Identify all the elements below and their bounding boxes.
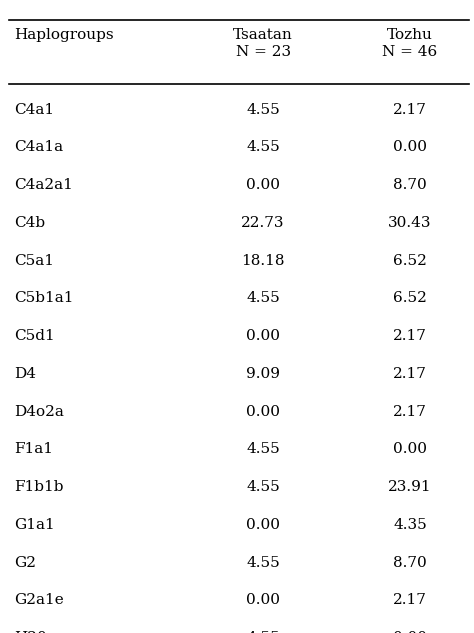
Text: Tozhu
N = 46: Tozhu N = 46 [383, 28, 438, 59]
Text: 2.17: 2.17 [393, 329, 427, 343]
Text: C5b1a1: C5b1a1 [14, 291, 74, 306]
Text: C4a1: C4a1 [14, 103, 55, 116]
Text: F1a1: F1a1 [14, 442, 53, 456]
Text: C4b: C4b [14, 216, 46, 230]
Text: 18.18: 18.18 [241, 254, 285, 268]
Text: 2.17: 2.17 [393, 404, 427, 418]
Text: 0.00: 0.00 [246, 178, 280, 192]
Text: D4o2a: D4o2a [14, 404, 64, 418]
Text: D4: D4 [14, 367, 36, 381]
Text: 2.17: 2.17 [393, 367, 427, 381]
Text: 4.55: 4.55 [246, 556, 280, 570]
Text: C4a1a: C4a1a [14, 141, 64, 154]
Text: C5d1: C5d1 [14, 329, 55, 343]
Text: F1b1b: F1b1b [14, 480, 64, 494]
Text: 23.91: 23.91 [388, 480, 432, 494]
Text: 0.00: 0.00 [246, 594, 280, 608]
Text: 4.55: 4.55 [246, 480, 280, 494]
Text: 4.55: 4.55 [246, 141, 280, 154]
Text: 0.00: 0.00 [393, 141, 427, 154]
Text: 0.00: 0.00 [246, 329, 280, 343]
Text: 0.00: 0.00 [246, 518, 280, 532]
Text: 2.17: 2.17 [393, 103, 427, 116]
Text: 0.00: 0.00 [393, 631, 427, 633]
Text: 4.55: 4.55 [246, 291, 280, 306]
Text: 0.00: 0.00 [393, 442, 427, 456]
Text: 8.70: 8.70 [393, 556, 427, 570]
Text: 8.70: 8.70 [393, 178, 427, 192]
Text: G2: G2 [14, 556, 36, 570]
Text: 30.43: 30.43 [388, 216, 432, 230]
Text: C5a1: C5a1 [14, 254, 54, 268]
Text: 4.55: 4.55 [246, 442, 280, 456]
Text: Haplogroups: Haplogroups [14, 28, 114, 42]
Text: 4.35: 4.35 [393, 518, 427, 532]
Text: 22.73: 22.73 [241, 216, 285, 230]
Text: Tsaatan
N = 23: Tsaatan N = 23 [233, 28, 293, 59]
Text: 4.55: 4.55 [246, 631, 280, 633]
Text: 0.00: 0.00 [246, 404, 280, 418]
Text: G2a1e: G2a1e [14, 594, 64, 608]
Text: C4a2a1: C4a2a1 [14, 178, 73, 192]
Text: 6.52: 6.52 [393, 291, 427, 306]
Text: G1a1: G1a1 [14, 518, 55, 532]
Text: 6.52: 6.52 [393, 254, 427, 268]
Text: 9.09: 9.09 [246, 367, 280, 381]
Text: H20a: H20a [14, 631, 56, 633]
Text: 4.55: 4.55 [246, 103, 280, 116]
Text: 2.17: 2.17 [393, 594, 427, 608]
